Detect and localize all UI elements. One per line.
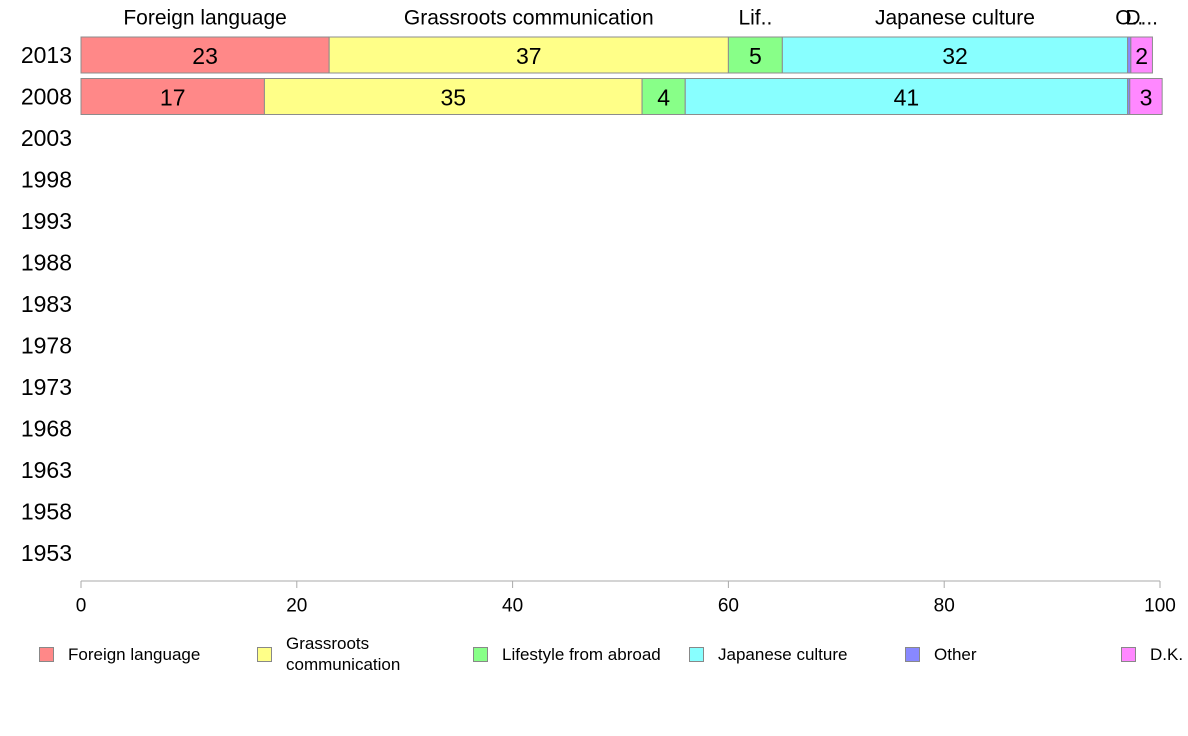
legend-swatch — [1121, 646, 1136, 662]
series-top-label: Grassroots communication — [404, 7, 654, 30]
data-label: 2 — [1135, 43, 1148, 69]
bar-segment-grassroots-communication — [328, 36, 729, 74]
series-top-label: Lif.. — [738, 7, 772, 30]
bar-segment-japanese-culture — [684, 78, 1129, 115]
legend-swatch — [689, 646, 704, 662]
y-tick-label: 1978 — [21, 333, 72, 359]
legend-item-dk: D.K. — [1121, 632, 1183, 676]
legend-item-foreign-language: Foreign language — [39, 632, 200, 676]
y-tick-label: 1973 — [21, 374, 72, 400]
x-tick-label: 40 — [502, 596, 523, 617]
bar-segment-d-k — [1130, 36, 1153, 74]
y-tick-label: 1998 — [21, 167, 72, 193]
series-top-label: O.. — [1115, 7, 1143, 30]
y-tick-label: 2008 — [21, 84, 72, 110]
series-top-label: Japanese culture — [875, 7, 1035, 30]
bar-segment-foreign-language — [80, 78, 265, 115]
legend-item-other: Other — [905, 632, 977, 676]
series-top-label: D... — [1125, 7, 1158, 30]
bar-segment-lifestyle-from-abroad — [727, 36, 783, 74]
bar-segment-lifestyle-from-abroad — [641, 78, 686, 115]
data-label: 32 — [942, 43, 968, 69]
y-tick-label: 1988 — [21, 250, 72, 276]
legend-label: Lifestyle from abroad — [502, 644, 661, 664]
x-tick-label: 60 — [718, 596, 739, 617]
y-tick-label: 2013 — [21, 42, 72, 68]
y-tick-label: 1953 — [21, 540, 72, 566]
bar-segment-d-k — [1129, 78, 1163, 115]
bar-segment-foreign-language — [80, 36, 330, 74]
data-label: 35 — [440, 85, 466, 111]
data-label: 5 — [749, 43, 762, 69]
bar-segment-grassroots-communication — [263, 78, 643, 115]
y-tick-label: 1993 — [21, 208, 72, 234]
legend-item-japanese-culture: Japanese culture — [689, 632, 847, 676]
y-tick-label: 2003 — [21, 125, 72, 151]
data-label: 3 — [1140, 85, 1153, 111]
series-top-label: Foreign language — [123, 7, 286, 30]
data-label: 41 — [894, 85, 920, 111]
bar-segment-japanese-culture — [781, 36, 1129, 74]
legend-swatch — [257, 646, 272, 662]
legend-swatch — [473, 646, 488, 662]
legend-label: Japanese culture — [718, 644, 848, 664]
y-tick-label: 1983 — [21, 291, 72, 317]
data-label: 37 — [516, 43, 542, 69]
x-tick-label: 0 — [76, 596, 87, 617]
x-tick-label: 20 — [286, 596, 307, 617]
data-label: 17 — [160, 85, 186, 111]
legend-item-grassroots-communication: Grassroots communication — [257, 632, 414, 676]
legend-swatch — [905, 646, 920, 662]
x-tick-label: 100 — [1144, 596, 1176, 617]
legend-label: Other — [934, 644, 977, 664]
data-label: 4 — [657, 85, 670, 111]
legend-label: D.K. — [1150, 644, 1184, 664]
legend-swatch — [39, 646, 54, 662]
legend: Foreign language Grassroots communicatio… — [0, 632, 1188, 676]
legend-label: Foreign language — [68, 644, 201, 664]
y-tick-label: 1958 — [21, 499, 72, 525]
y-tick-label: 1963 — [21, 457, 72, 483]
y-tick-label: 1968 — [21, 416, 72, 442]
legend-item-lifestyle-from-abroad: Lifestyle from abroad — [473, 632, 661, 676]
x-tick-label: 80 — [934, 596, 955, 617]
data-label: 23 — [192, 43, 218, 69]
legend-label: Grassroots communication — [286, 634, 401, 674]
